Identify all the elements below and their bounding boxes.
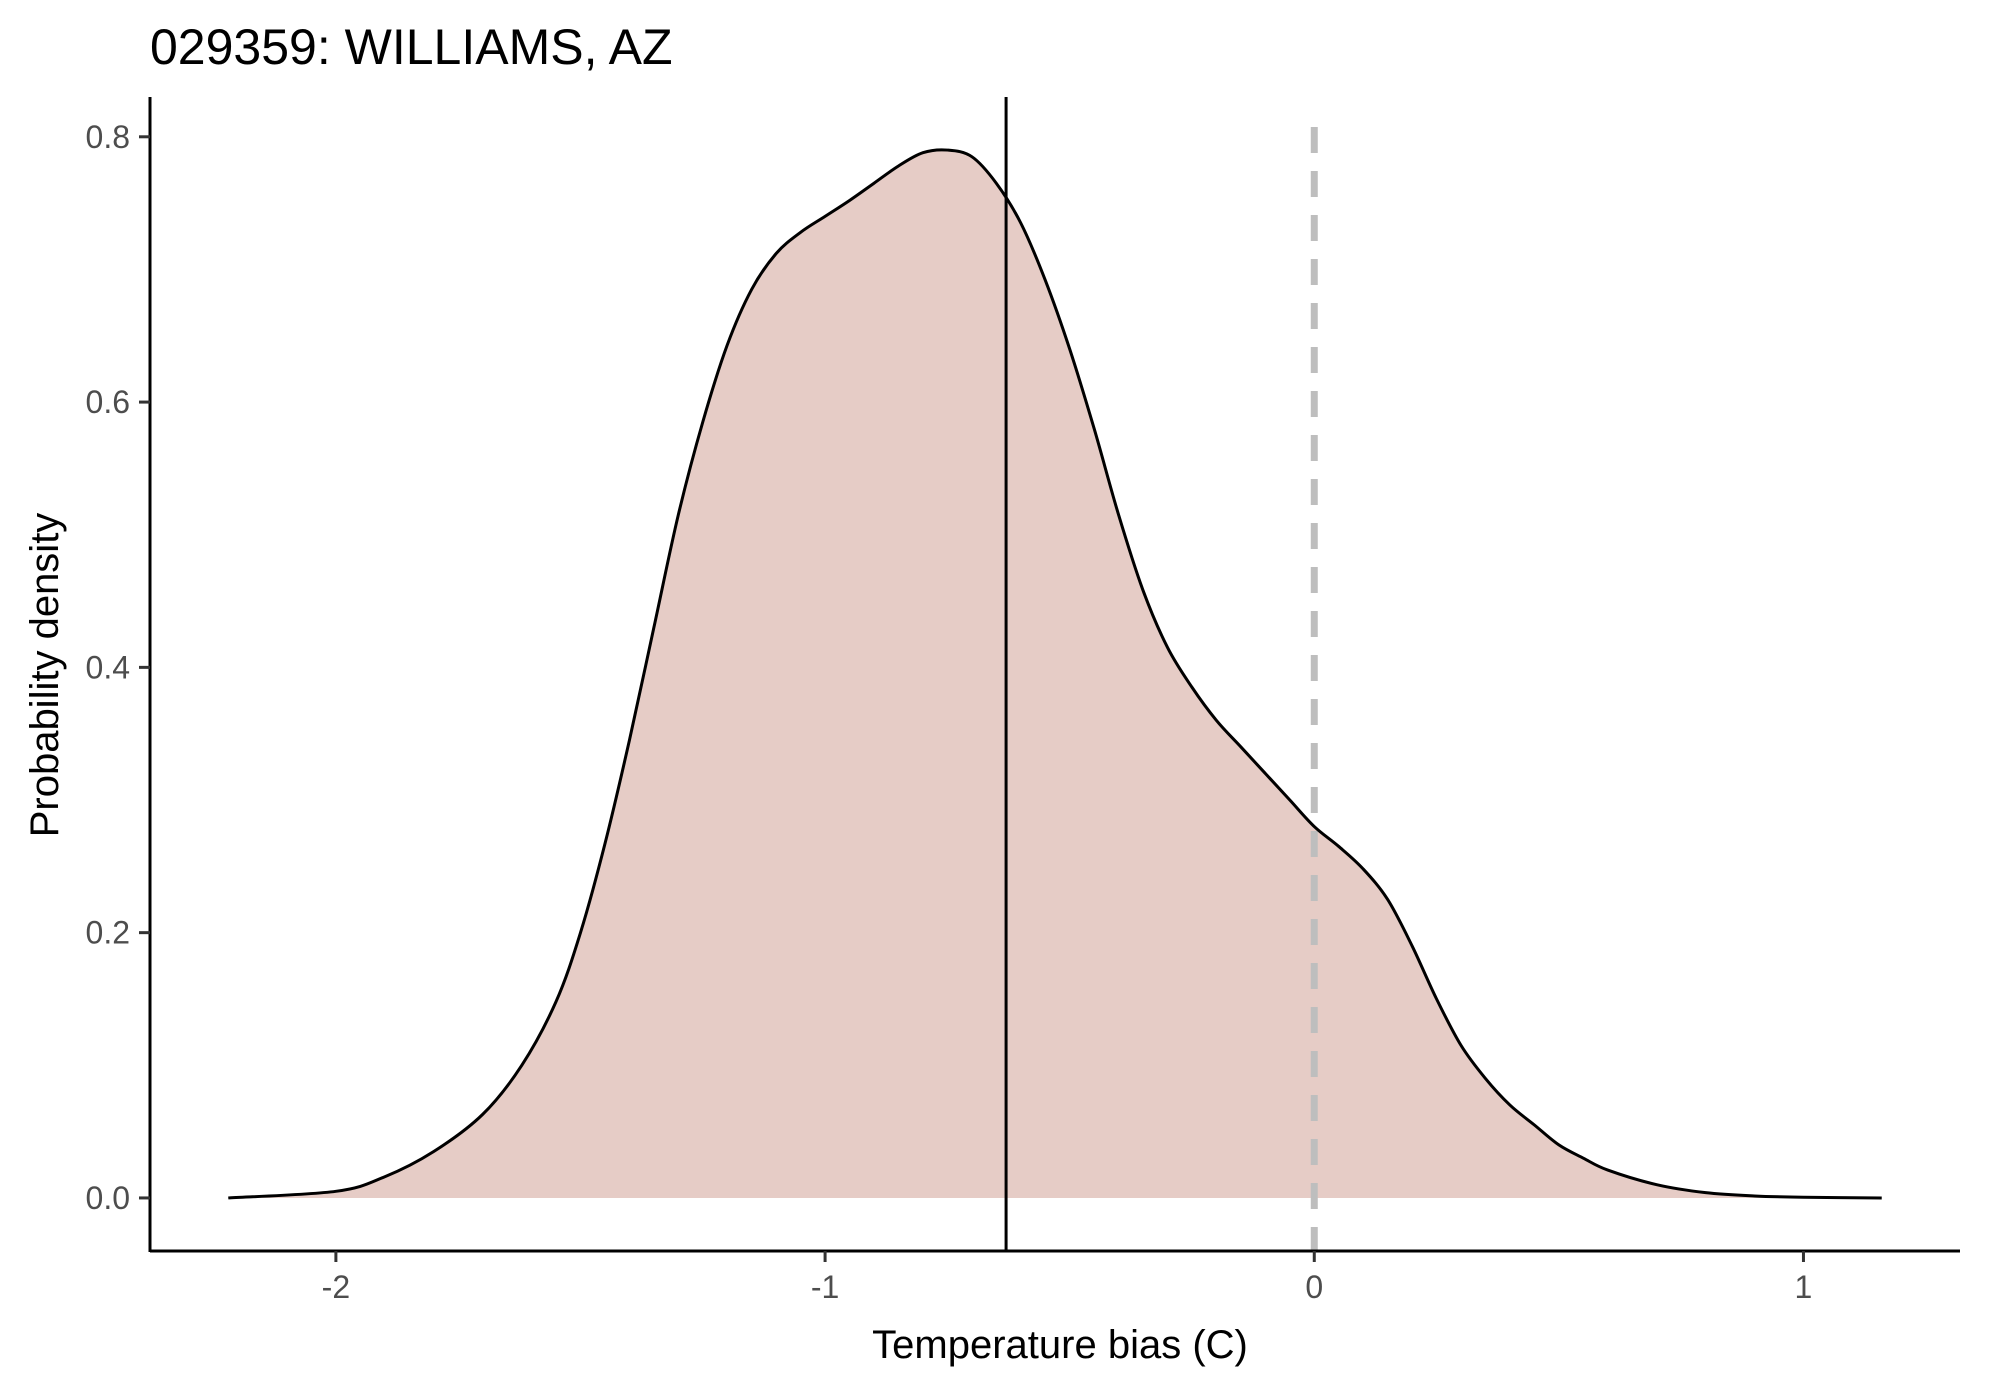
density-curve <box>228 148 1882 1200</box>
density-area <box>228 149 1882 1198</box>
y-axis-ticks: 0.0 0.2 0.4 0.6 0.8 <box>86 119 150 1216</box>
x-axis-ticks: -2 -1 0 1 <box>322 1251 1813 1305</box>
y-tick-label: 0.4 <box>86 649 130 685</box>
y-tick-label: 0.0 <box>86 1180 130 1216</box>
y-tick-label: 0.6 <box>86 384 130 420</box>
y-tick-label: 0.2 <box>86 915 130 951</box>
x-tick-label: -1 <box>811 1269 839 1305</box>
x-tick-label: 1 <box>1795 1269 1813 1305</box>
chart-title: 029359: WILLIAMS, AZ <box>150 19 673 75</box>
plot-area <box>228 97 1882 1251</box>
y-tick-label: 0.8 <box>86 119 130 155</box>
x-axis-title: Temperature bias (C) <box>872 1323 1248 1367</box>
x-tick-label: 0 <box>1305 1269 1323 1305</box>
y-axis-title: Probability density <box>23 513 67 838</box>
x-tick-label: -2 <box>322 1269 350 1305</box>
